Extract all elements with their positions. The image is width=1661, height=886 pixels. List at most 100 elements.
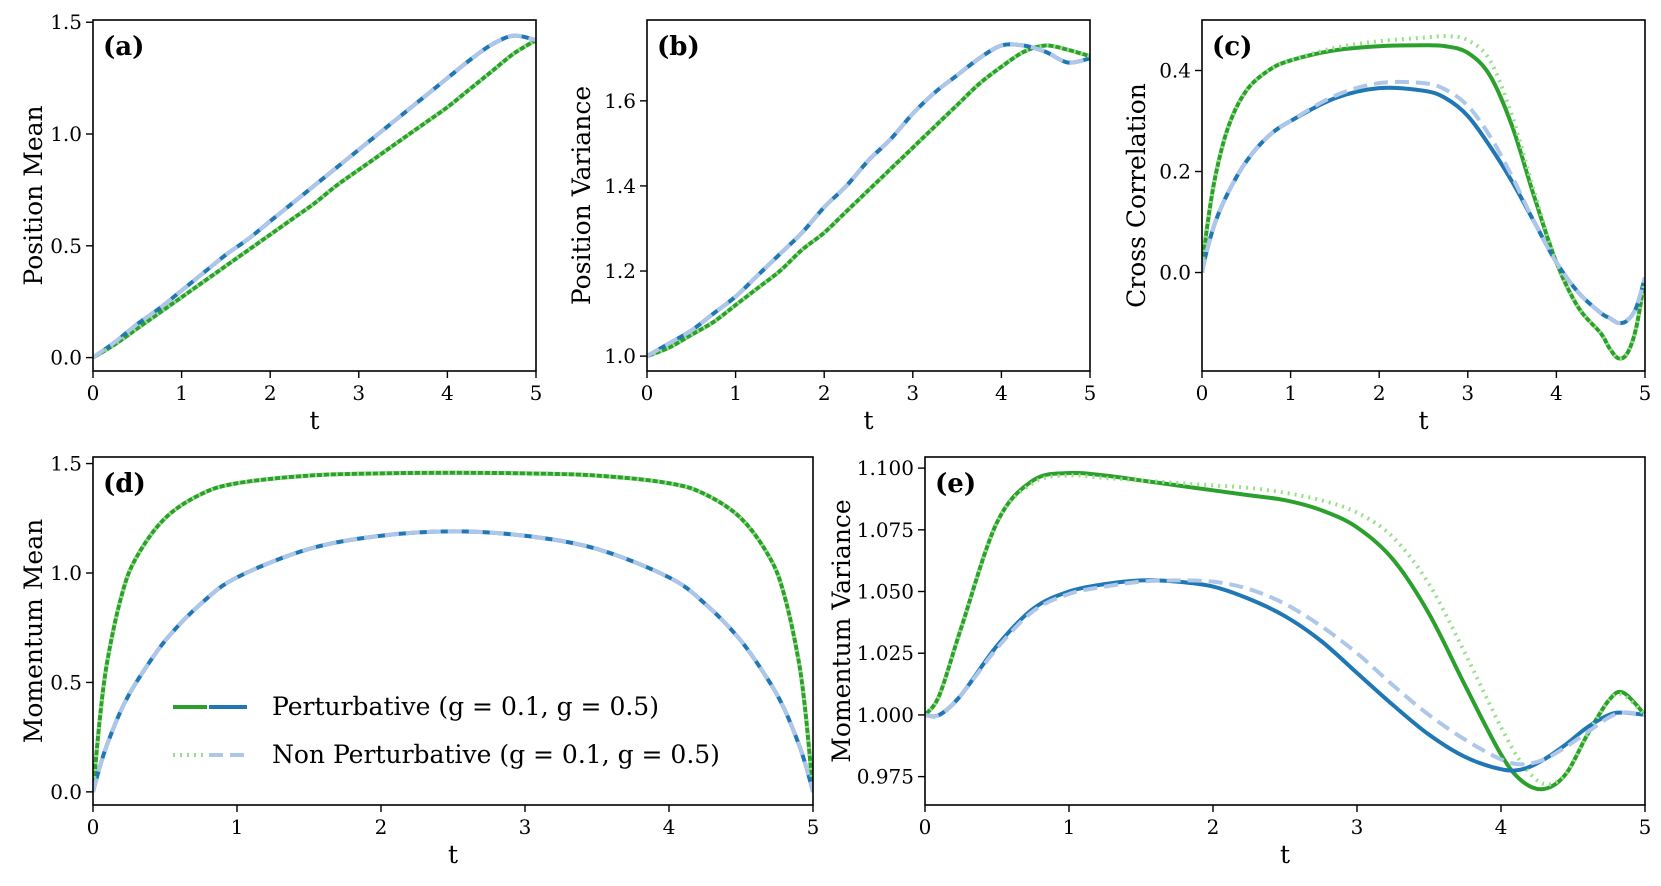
x-tick-label: 0	[1196, 381, 1209, 405]
panel-d: 0 1 2 3 4 5 0.0 0.5 1.0 1.5 t Momentum Mean (d)	[19, 452, 819, 869]
series-line-perturbative-g-0-1	[1202, 43, 1645, 361]
x-tick-label: 4	[1495, 815, 1508, 839]
y-axis-label: Cross Correlation	[1122, 83, 1151, 308]
axes-frame	[92, 456, 814, 806]
y-tick-label: 1.000	[857, 703, 914, 727]
series-line-non-perturbative-g-0-5	[93, 33, 536, 360]
panel-tag: (c)	[1212, 32, 1252, 62]
x-tick-label: 1	[1284, 381, 1297, 405]
y-tick-label: 0.0	[50, 346, 82, 370]
y-tick-label: 1.025	[857, 641, 914, 665]
x-tick-label: 0	[641, 381, 654, 405]
x-tick-label: 3	[352, 381, 365, 405]
x-tick-label: 0	[919, 815, 932, 839]
panel-tag: (b)	[657, 32, 700, 62]
series-line-perturbative-g-0-1	[647, 43, 1090, 358]
x-tick-label: 0	[87, 815, 100, 839]
y-tick-label: 0.0	[50, 780, 82, 804]
x-axis-label: t	[1280, 840, 1290, 869]
x-tick-label: 1	[1063, 815, 1076, 839]
x-tick-label: 4	[663, 815, 676, 839]
y-tick-label: 1.050	[857, 580, 914, 604]
axes-frame	[646, 19, 1091, 372]
panel-a: 0 1 2 3 4 5 0.0 0.5 1.0 1.5 t Position Mean (a)	[19, 10, 542, 435]
y-axis-label: Position Variance	[567, 86, 596, 305]
series-line-non-perturbative-g-0-1	[93, 470, 813, 793]
x-tick-label: 5	[1639, 381, 1652, 405]
x-tick-label: 4	[1550, 381, 1563, 405]
x-tick-label: 3	[519, 815, 532, 839]
y-tick-label: 1.4	[604, 174, 636, 198]
panel-tag: (d)	[103, 469, 146, 499]
series-group	[93, 470, 813, 793]
legend-entry-non-perturbative: Non Perturbative (g = 0.1, g = 0.5)	[272, 740, 720, 769]
series-line-perturbative-g-0-5	[647, 42, 1090, 358]
y-axis-label: Momentum Mean	[19, 519, 48, 743]
y-tick-label: 0.5	[50, 234, 82, 258]
series-line-perturbative-g-0-5	[93, 33, 536, 360]
axes-frame	[1201, 19, 1646, 372]
y-axis-label: Momentum Variance	[827, 499, 856, 762]
x-tick-label: 2	[1373, 381, 1386, 405]
x-axis-label: t	[863, 406, 873, 435]
series-line-non-perturbative-g-0-5	[1202, 79, 1645, 326]
y-tick-label: 1.0	[50, 561, 82, 585]
series-line-perturbative-g-0-5	[1202, 85, 1645, 326]
y-tick-label: 1.0	[50, 122, 82, 146]
series-line-non-perturbative-g-0-1	[647, 43, 1090, 358]
series-line-non-perturbative-g-0-5	[647, 42, 1090, 358]
y-tick-label: 1.6	[604, 89, 636, 113]
y-axis-label: Position Mean	[19, 105, 48, 285]
x-tick-label: 0	[87, 381, 100, 405]
x-axis-label: t	[1418, 406, 1428, 435]
series-line-non-perturbative-g-0-1	[925, 473, 1645, 787]
x-tick-label: 1	[175, 381, 188, 405]
x-tick-label: 2	[818, 381, 831, 405]
series-group	[93, 33, 536, 360]
y-tick-label: 0.5	[50, 670, 82, 694]
panel-c: 0 1 2 3 4 5 0.0 0.2 0.4 t Cross Correlation (c)	[1122, 19, 1652, 435]
x-tick-label: 5	[530, 381, 543, 405]
x-axis-label: t	[309, 406, 319, 435]
x-tick-label: 1	[231, 815, 244, 839]
legend: Perturbative (g = 0.1, g = 0.5) Non Pert…	[173, 692, 720, 769]
panel-b: 0 1 2 3 4 5 1.0 1.2 1.4 1.6 t Position Variance (b)	[567, 19, 1097, 435]
x-axis-label: t	[448, 840, 458, 869]
series-group	[647, 42, 1090, 358]
x-tick-label: 3	[1351, 815, 1364, 839]
series-group	[1202, 34, 1645, 361]
x-tick-label: 1	[729, 381, 742, 405]
y-tick-label: 0.975	[857, 765, 914, 789]
series-line-perturbative-g-0-1	[93, 38, 536, 360]
y-tick-label: 0.0	[1159, 261, 1191, 285]
y-tick-label: 0.4	[1159, 59, 1191, 83]
x-tick-label: 5	[1639, 815, 1652, 839]
y-tick-label: 1.100	[857, 456, 914, 480]
x-tick-label: 3	[1461, 381, 1474, 405]
x-tick-label: 2	[264, 381, 277, 405]
x-tick-label: 4	[441, 381, 454, 405]
axes-frame	[924, 456, 1646, 806]
series-line-perturbative-g-0-1	[925, 470, 1645, 792]
panel-tag: (a)	[103, 32, 144, 62]
legend-entry-perturbative: Perturbative (g = 0.1, g = 0.5)	[272, 692, 659, 721]
series-line-non-perturbative-g-0-5	[93, 529, 813, 793]
x-tick-label: 5	[807, 815, 820, 839]
y-tick-label: 0.2	[1159, 160, 1191, 184]
series-line-non-perturbative-g-0-5	[925, 578, 1645, 767]
y-tick-label: 1.2	[604, 259, 636, 283]
y-tick-label: 1.0	[604, 344, 636, 368]
x-tick-label: 4	[995, 381, 1008, 405]
y-tick-label: 1.075	[857, 518, 914, 542]
x-tick-label: 5	[1084, 381, 1097, 405]
panel-e: 0 1 2 3 4 5 0.975 1.000 1.025 1.050 1.075 1.100 t Mom…	[827, 456, 1651, 869]
x-tick-label: 2	[375, 815, 388, 839]
axes-frame	[92, 19, 537, 372]
y-tick-label: 1.5	[50, 452, 82, 476]
series-group	[925, 470, 1645, 792]
x-tick-label: 2	[1207, 815, 1220, 839]
y-tick-label: 1.5	[50, 10, 82, 34]
x-tick-label: 3	[906, 381, 919, 405]
panel-tag: (e)	[935, 469, 976, 499]
